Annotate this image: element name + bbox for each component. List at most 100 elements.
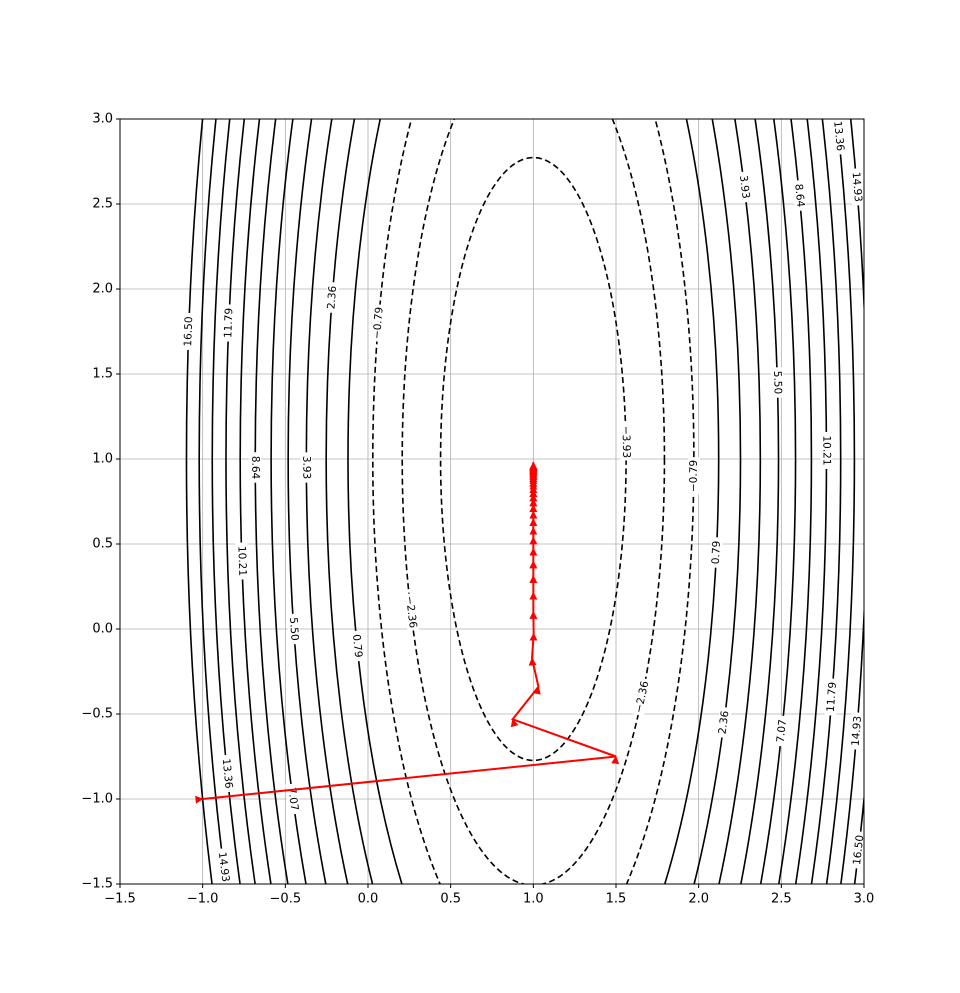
axes-frame bbox=[119, 118, 865, 885]
contour-label: 3.93 bbox=[737, 175, 752, 200]
contour-label: −3.93 bbox=[620, 426, 633, 458]
x-tick-label: 3.0 bbox=[854, 892, 875, 907]
contour-label-group: 3.93 bbox=[736, 171, 753, 203]
label-gap bbox=[709, 537, 724, 568]
contour-line bbox=[325, 119, 742, 884]
x-tick-label: −1.5 bbox=[104, 892, 136, 907]
contour-label-group: 11.79 bbox=[222, 304, 236, 342]
contour-line bbox=[225, 119, 842, 884]
contour-label: 14.93 bbox=[850, 172, 864, 203]
contour-label-group: 7.07 bbox=[774, 715, 790, 747]
y-tick-label: 2.5 bbox=[92, 197, 113, 212]
contour-label-group: 3.93 bbox=[300, 452, 313, 483]
label-gap bbox=[774, 715, 790, 747]
y-tick-label: −1.0 bbox=[81, 792, 113, 807]
label-gap bbox=[824, 678, 840, 716]
descent-line bbox=[195, 461, 620, 804]
label-gap bbox=[325, 281, 340, 314]
x-tick-label: 1.0 bbox=[523, 892, 544, 907]
contour-label: 2.36 bbox=[717, 710, 732, 735]
contour-label: −2.36 bbox=[633, 680, 651, 714]
label-gap bbox=[619, 423, 633, 461]
y-tick-label: 1.0 bbox=[92, 452, 113, 467]
label-gap bbox=[687, 457, 700, 495]
contour-label-group: 11.79 bbox=[824, 678, 840, 716]
contour-label-group: 2.36 bbox=[716, 706, 732, 739]
contour-label: 8.64 bbox=[249, 456, 261, 480]
contour-label: 7.07 bbox=[775, 719, 789, 744]
y-tick-label: 2.0 bbox=[92, 282, 113, 297]
label-gap bbox=[850, 830, 864, 870]
contour-label-group: 0.79 bbox=[349, 630, 365, 662]
contour-label-group: 14.93 bbox=[215, 847, 232, 884]
contour-label-group: −0.79 bbox=[687, 457, 700, 495]
contour-line bbox=[287, 119, 780, 884]
contour-label: 0.79 bbox=[350, 634, 364, 658]
contour-label: 13.36 bbox=[831, 120, 846, 151]
contour-label: −0.79 bbox=[371, 306, 386, 339]
contour-label: 14.93 bbox=[216, 851, 232, 882]
contour-label-group: 8.64 bbox=[249, 452, 262, 483]
contour-label-group: 16.50 bbox=[850, 830, 866, 870]
label-gap bbox=[632, 677, 652, 717]
x-tick-label: 0.5 bbox=[440, 892, 461, 907]
contour-label-group: 14.93 bbox=[849, 168, 864, 206]
contour-label-group: 5.50 bbox=[286, 613, 301, 645]
x-tick-label: 2.5 bbox=[771, 892, 792, 907]
contour-line bbox=[401, 119, 666, 884]
contour-label: 8.64 bbox=[792, 183, 806, 208]
contour-label-group: 2.36 bbox=[325, 281, 340, 314]
contour-label-group: 8.64 bbox=[791, 179, 807, 212]
contour-label: 11.79 bbox=[222, 308, 235, 339]
label-gap bbox=[830, 119, 847, 156]
label-gap bbox=[182, 312, 196, 351]
contour-line bbox=[185, 119, 864, 884]
contour-label-group: 7.07 bbox=[284, 783, 301, 815]
label-gap bbox=[770, 367, 784, 398]
contour-line bbox=[270, 119, 797, 884]
y-tick-label: −1.5 bbox=[81, 877, 113, 892]
contour-label: −0.79 bbox=[688, 460, 700, 492]
contour-label-group: 13.36 bbox=[830, 119, 847, 156]
contour-label-group: 10.21 bbox=[820, 431, 833, 470]
contour-label-group: −2.36 bbox=[402, 592, 420, 632]
contour-label: 16.50 bbox=[182, 316, 195, 346]
contour-line bbox=[347, 119, 720, 884]
y-tick-label: 3.0 bbox=[92, 112, 113, 127]
contour-label: −2.36 bbox=[403, 595, 419, 629]
contour-label-group: 5.50 bbox=[770, 367, 784, 398]
label-gap bbox=[370, 304, 386, 342]
x-tick-label: −1.0 bbox=[187, 892, 219, 907]
x-tick-label: 2.0 bbox=[688, 892, 709, 907]
contour-label-group: −3.93 bbox=[619, 423, 633, 461]
y-tick-label: 0.0 bbox=[92, 622, 113, 637]
contour-label: 13.36 bbox=[220, 758, 235, 789]
contour-label: 10.21 bbox=[235, 546, 248, 576]
contour-label-group: 16.50 bbox=[182, 312, 196, 351]
label-gap bbox=[849, 168, 864, 206]
y-tick-label: 1.5 bbox=[92, 367, 113, 382]
contour-label-group: 13.36 bbox=[219, 754, 235, 793]
contour-label-group: −2.36 bbox=[632, 677, 652, 717]
contour-line bbox=[198, 119, 864, 884]
contour-label-group: 0.79 bbox=[709, 537, 724, 568]
contour-label: 5.50 bbox=[287, 617, 301, 641]
y-tick-label: 0.5 bbox=[92, 537, 113, 552]
contour-line bbox=[211, 119, 856, 884]
contour-label: 11.79 bbox=[825, 682, 839, 713]
label-gap bbox=[736, 171, 753, 203]
label-gap bbox=[222, 304, 236, 342]
label-gap bbox=[849, 712, 864, 750]
contour-label: 0.79 bbox=[710, 541, 723, 565]
x-tick-label: 1.5 bbox=[606, 892, 627, 907]
contour-label: 16.50 bbox=[851, 834, 866, 865]
contour-label-group: −0.79 bbox=[370, 304, 386, 342]
contour-label: 14.93 bbox=[850, 716, 864, 747]
y-tick-label: −0.5 bbox=[81, 707, 113, 722]
x-tick-label: 0.0 bbox=[358, 892, 379, 907]
contour-label: 10.21 bbox=[820, 435, 832, 465]
contour-label: 3.93 bbox=[300, 456, 312, 479]
contour-labels: −3.93 −2.36 −2.36 −0.79 −0.79 0.79 0.79 2.36 2.3… bbox=[182, 119, 866, 884]
